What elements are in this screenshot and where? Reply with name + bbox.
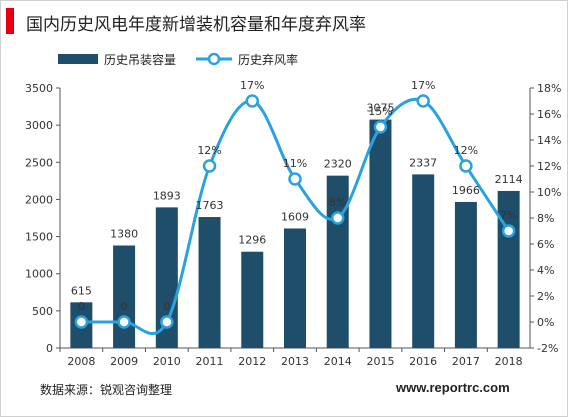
y-left-tick-label: 1500 [25, 231, 53, 244]
line-value-label: 17% [240, 79, 264, 92]
legend-bar-swatch [58, 54, 98, 64]
y-left-tick-label: 1000 [25, 268, 53, 281]
bar-value-label: 1893 [153, 189, 181, 202]
legend-bar-label: 历史吊装容量 [104, 52, 176, 67]
y-right-tick-label: 6% [537, 238, 554, 251]
x-tick-label: 2013 [281, 355, 309, 368]
line-value-label: 17% [411, 79, 435, 92]
y-left-tick-label: 3000 [25, 119, 53, 132]
line-point [74, 315, 89, 329]
line-point [330, 211, 345, 225]
y-right-tick-label: 10% [537, 186, 561, 199]
bar [241, 251, 264, 348]
line-point [416, 94, 430, 108]
y-left-tick-label: 3500 [25, 82, 53, 95]
y-right-tick-label: 8% [537, 212, 554, 225]
y-right-tick-label: 0% [537, 316, 554, 329]
line-value-label: 11% [283, 157, 307, 170]
y-right-tick-label: -2% [537, 342, 558, 355]
line-value-label: 8% [329, 196, 346, 209]
line-point [373, 120, 388, 134]
bar-value-label: 615 [71, 284, 92, 297]
legend-line-marker [207, 52, 221, 66]
y-right-tick-label: 12% [537, 160, 561, 173]
line-value-label: 0 [163, 300, 170, 313]
bar-value-label: 1296 [238, 234, 266, 247]
bar-value-label: 1763 [196, 199, 224, 212]
line-point [459, 159, 473, 173]
line-point [160, 315, 174, 329]
x-tick-label: 2009 [110, 355, 138, 368]
bar-value-label: 1609 [281, 210, 309, 223]
website-watermark: www.reportrc.com [396, 380, 510, 395]
bar [284, 228, 306, 348]
y-left-tick-label: 500 [32, 305, 53, 318]
line-value-label: 15% [368, 105, 392, 118]
data-source: 数据来源：锐观咨询整理 [40, 383, 173, 397]
y-right-tick-label: 14% [537, 134, 561, 147]
line-value-label: 0 [121, 300, 128, 313]
line-value-label: 7% [500, 209, 517, 222]
bar-value-label: 2320 [324, 158, 352, 171]
line-point [501, 224, 516, 238]
y-right-tick-label: 4% [537, 264, 554, 277]
legend-line-label: 历史弃风率 [238, 52, 298, 67]
line-value-label: 12% [197, 144, 221, 157]
bar-value-label: 1380 [110, 227, 138, 240]
x-tick-label: 2018 [495, 355, 523, 368]
bar-value-label: 1966 [452, 184, 480, 197]
line-value-label: 0 [78, 300, 85, 313]
line-point [117, 315, 131, 329]
y-right-tick-label: 16% [537, 108, 561, 121]
bar [454, 201, 477, 348]
bar-value-label: 2337 [409, 156, 437, 169]
y-left-tick-label: 2000 [25, 193, 53, 206]
y-right-tick-label: 2% [537, 290, 554, 303]
x-tick-label: 2012 [238, 355, 266, 368]
title-accent-bar [6, 8, 14, 34]
x-tick-label: 2015 [366, 355, 394, 368]
bar-value-label: 3075 [366, 102, 394, 115]
x-tick-label: 2011 [196, 355, 224, 368]
line-point [288, 172, 302, 186]
line-point [202, 159, 217, 173]
bar-value-label: 2114 [495, 173, 523, 186]
bar [113, 245, 136, 348]
x-tick-label: 2010 [153, 355, 181, 368]
chart-title: 国内历史风电年度新增装机容量和年度弃风率 [26, 15, 366, 35]
x-tick-label: 2008 [67, 355, 95, 368]
y-left-tick-label: 0 [46, 342, 53, 355]
line-value-label: 12% [454, 144, 478, 157]
bar [369, 119, 392, 348]
x-tick-label: 2014 [324, 355, 352, 368]
line-point [245, 94, 260, 108]
x-tick-label: 2016 [409, 355, 437, 368]
bar [412, 174, 435, 348]
y-right-tick-label: 18% [537, 82, 561, 95]
x-tick-label: 2017 [452, 355, 480, 368]
bar [198, 217, 221, 348]
y-left-tick-label: 2500 [25, 156, 53, 169]
